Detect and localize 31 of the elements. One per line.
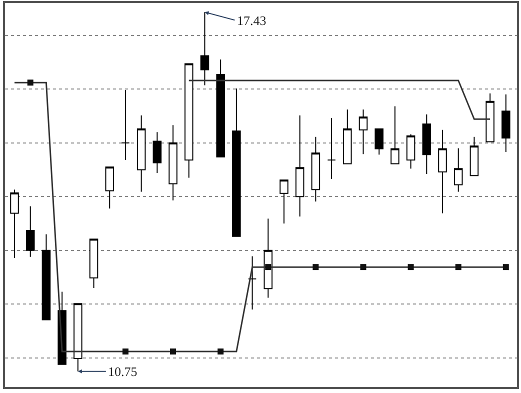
annotation: 17.43 xyxy=(237,13,266,28)
candlestick xyxy=(74,303,82,372)
candlestick xyxy=(248,256,257,310)
candlestick xyxy=(406,134,416,170)
candlestick xyxy=(502,94,510,152)
candlestick xyxy=(89,238,98,289)
candlestick xyxy=(105,166,114,209)
candlestick xyxy=(136,114,146,192)
candlestick xyxy=(438,129,447,214)
candlestick xyxy=(358,108,368,155)
candlestick xyxy=(486,92,494,142)
candlestick xyxy=(422,114,432,175)
candlestick xyxy=(295,114,304,218)
candlestick xyxy=(311,136,320,202)
candlestick xyxy=(42,234,51,320)
candlestick xyxy=(454,148,463,192)
candlestick xyxy=(152,132,162,174)
candlestick xyxy=(374,128,384,156)
candlestick xyxy=(10,189,19,258)
candlestick xyxy=(168,124,178,201)
candlestick xyxy=(26,206,35,258)
candlestick xyxy=(327,118,336,180)
candlestick xyxy=(232,88,241,237)
annotation: 10.75 xyxy=(108,364,138,379)
candlestick xyxy=(184,63,194,178)
candlestick xyxy=(470,136,479,176)
candlestick xyxy=(343,108,352,164)
candlestick xyxy=(390,106,400,164)
candlestick xyxy=(121,90,130,161)
candlestick xyxy=(280,179,288,224)
candlestick xyxy=(216,58,225,158)
